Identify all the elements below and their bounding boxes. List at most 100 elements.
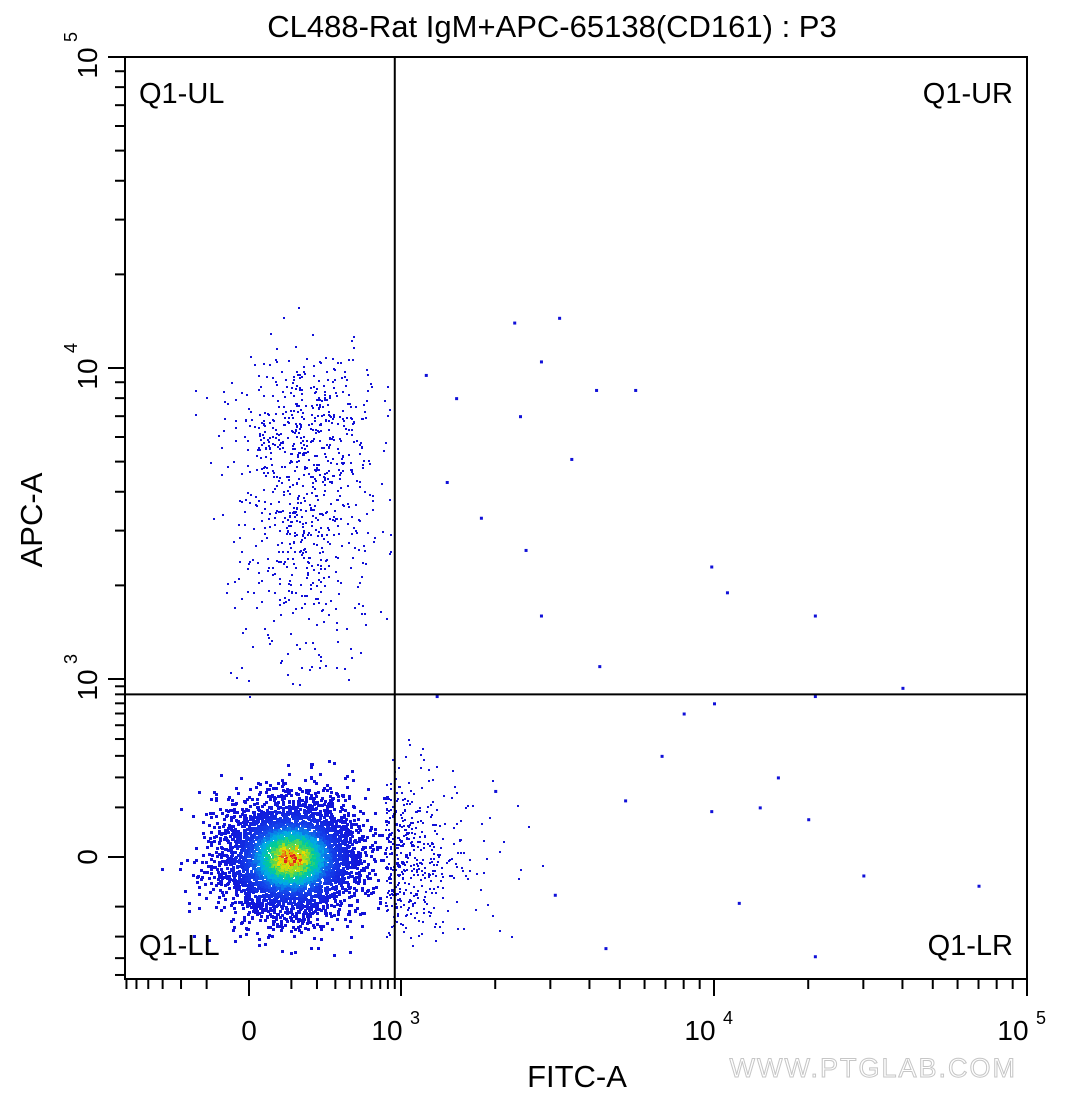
- data-point: [270, 503, 272, 505]
- data-point: [296, 854, 299, 857]
- data-point: [282, 897, 285, 900]
- data-point: [201, 861, 204, 864]
- data-point: [313, 803, 316, 806]
- data-point: [332, 381, 334, 383]
- data-point: [288, 805, 291, 808]
- data-point: [289, 543, 291, 545]
- data-point: [278, 887, 281, 890]
- data-point: [361, 848, 364, 851]
- data-point: [332, 867, 335, 870]
- data-point: [259, 414, 261, 416]
- data-point: [248, 911, 251, 914]
- data-point: [288, 599, 290, 601]
- data-point: [249, 502, 251, 504]
- data-point: [312, 835, 315, 838]
- data-point: [296, 842, 299, 845]
- data-point: [224, 872, 227, 875]
- data-point: [298, 833, 301, 836]
- data-point: [260, 888, 263, 891]
- data-point: [338, 469, 340, 471]
- data-point: [336, 667, 338, 669]
- data-point: [284, 890, 287, 893]
- data-point: [353, 877, 356, 880]
- data-point: [278, 434, 280, 436]
- data-point: [269, 784, 272, 787]
- data-point: [385, 820, 388, 823]
- data-point: [233, 461, 235, 463]
- data-point: [301, 667, 303, 669]
- data-point: [276, 887, 279, 890]
- data-point: [237, 854, 240, 857]
- data-point: [295, 912, 298, 915]
- data-point: [345, 850, 348, 853]
- data-point: [283, 895, 286, 898]
- data-point: [286, 874, 289, 877]
- data-point: [279, 865, 282, 868]
- data-point: [253, 860, 256, 863]
- data-point: [265, 906, 268, 909]
- data-point: [342, 891, 345, 894]
- data-point: [309, 504, 311, 506]
- data-point: [340, 472, 342, 474]
- data-point: [307, 572, 309, 574]
- data-point: [288, 360, 290, 362]
- data-point: [310, 428, 312, 430]
- data-point: [285, 888, 288, 891]
- data-point: [348, 359, 350, 361]
- data-point: [245, 832, 248, 835]
- data-point: [256, 806, 259, 809]
- data-point: [267, 894, 270, 897]
- data-point: [389, 499, 391, 501]
- data-point: [267, 902, 270, 905]
- data-point: [258, 944, 261, 947]
- data-point: [321, 854, 324, 857]
- data-point: [290, 460, 292, 462]
- data-point: [334, 867, 337, 870]
- data-point: [317, 499, 319, 501]
- data-point: [252, 840, 255, 843]
- data-point: [277, 841, 280, 844]
- data-point: [295, 827, 298, 830]
- data-point: [292, 683, 294, 685]
- data-point: [355, 858, 358, 861]
- data-point: [215, 797, 218, 800]
- data-point: [268, 875, 271, 878]
- data-point: [249, 425, 251, 427]
- data-point: [259, 791, 262, 794]
- data-point: [254, 911, 257, 914]
- data-point: [234, 851, 237, 854]
- data-point: [359, 810, 362, 813]
- data-point: [348, 429, 350, 431]
- data-point: [369, 829, 372, 832]
- data-point: [208, 853, 211, 856]
- data-point: [313, 904, 316, 907]
- data-point: [390, 534, 392, 536]
- data-point: [320, 833, 323, 836]
- data-point: [269, 526, 271, 528]
- data-point: [215, 799, 218, 802]
- data-point: [288, 800, 291, 803]
- data-point: [322, 906, 325, 909]
- data-point: [311, 895, 314, 898]
- data-point: [286, 920, 289, 923]
- data-point: [322, 897, 325, 900]
- data-point: [299, 377, 301, 379]
- data-point: [350, 871, 353, 874]
- data-point: [275, 359, 277, 361]
- data-point: [234, 874, 237, 877]
- data-point: [207, 840, 210, 843]
- data-point: [332, 519, 334, 521]
- data-point: [265, 448, 267, 450]
- data-point: [293, 915, 296, 918]
- data-point: [235, 885, 238, 888]
- data-point: [276, 923, 279, 926]
- data-point: [274, 517, 276, 519]
- data-point: [310, 837, 313, 840]
- data-point: [246, 870, 249, 873]
- data-point: [337, 557, 339, 559]
- data-point: [234, 940, 237, 943]
- data-point: [273, 822, 276, 825]
- data-point: [288, 836, 291, 839]
- data-point: [260, 810, 263, 813]
- data-point: [322, 858, 325, 861]
